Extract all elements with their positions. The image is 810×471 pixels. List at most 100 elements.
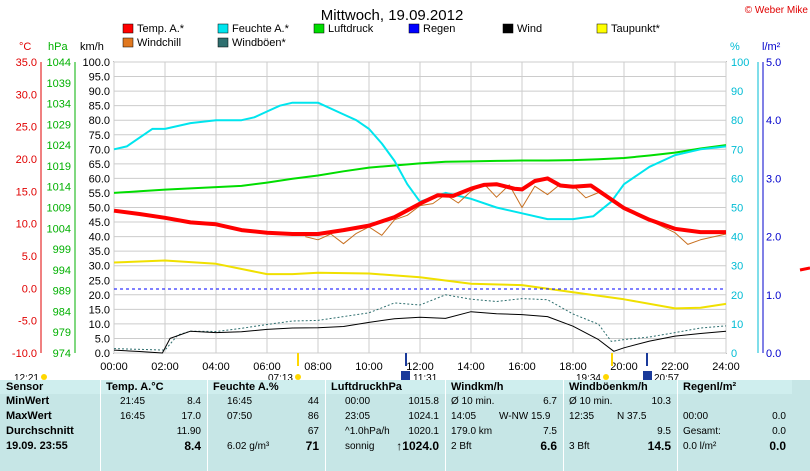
humidity-tick-label: 90 — [731, 86, 743, 98]
cell-value: 44 — [307, 396, 319, 407]
sun-icon — [295, 374, 301, 380]
legend-swatch — [122, 37, 134, 48]
marker-time: 12:21 — [14, 373, 39, 380]
x-tick-label: 20:00 — [610, 361, 638, 373]
table-cell-row: 19.09. 23:55 — [0, 439, 100, 454]
temp-tick-label: 5.0 — [22, 251, 37, 263]
marker-time: 07:13 — [268, 373, 293, 380]
chart-title: Mittwoch, 19.09.2012 — [321, 7, 464, 24]
cell-time: Ø 10 min. — [451, 396, 495, 407]
table-cell-row: 14:05 W-NW 15.9 — [445, 409, 563, 424]
cell-value: ↑1024.0 — [396, 439, 439, 453]
table-column: Windböenkm/h Ø 10 min. 10.3 12:35 N 37.5 9.5 3… — [563, 380, 677, 471]
legend-swatch — [122, 23, 134, 34]
wind-tick-label: 0.0 — [95, 348, 110, 360]
pressure-tick-label: 1004 — [47, 223, 71, 235]
table-header: Temp. A.°C — [100, 380, 207, 394]
marker-time: 20:57 — [654, 373, 679, 380]
temp-tick-label: 10.0 — [16, 219, 37, 231]
header-label: Sensor — [6, 381, 44, 393]
cell-value: 67 — [307, 426, 319, 437]
humidity-tick-label: 50 — [731, 203, 743, 215]
cell-mid: W-NW 15.9 — [499, 411, 551, 422]
series-feuchte-a — [113, 101, 727, 221]
table-cell-row: Gesamt: 0.0 — [677, 424, 792, 439]
pressure-tick-label: 1024 — [47, 140, 71, 152]
moon-icon — [401, 371, 410, 380]
table-cell-row: Durchschnitt — [0, 424, 100, 439]
series-wind — [113, 311, 727, 354]
legend-label: Windchill — [137, 37, 181, 49]
series-windb-en — [113, 294, 727, 351]
table-cell-row: 23:05 1024.1 — [325, 409, 445, 424]
table-cell-row: 6.02 g/m³ 71 — [207, 439, 325, 454]
cell-value: 17.0 — [181, 411, 201, 422]
table-cell-row: 12:35 N 37.5 — [563, 409, 677, 424]
legend-swatch — [217, 37, 229, 48]
rain-tick-label: 2.0 — [766, 232, 781, 244]
humidity-tick-label: 10 — [731, 319, 743, 331]
wind-tick-label: 85.0 — [89, 101, 110, 113]
wind-tick-label: 30.0 — [89, 261, 110, 273]
cell-mid: N 37.5 — [617, 411, 647, 422]
temp-tick-label: 25.0 — [16, 122, 37, 134]
pressure-tick-label: 1039 — [47, 78, 71, 90]
column-separator — [325, 380, 326, 471]
table-column: Windkm/h Ø 10 min. 6.7 14:05 W-NW 15.9 179.0 … — [445, 380, 563, 471]
table-header: Windkm/h — [445, 380, 563, 394]
table-cell-row: MaxWert — [0, 409, 100, 424]
cell-time: 16:45 — [227, 396, 253, 407]
temp-tick-label: 30.0 — [16, 89, 37, 101]
pressure-unit: hPa — [48, 41, 68, 53]
legend-label: Luftdruck — [328, 23, 374, 35]
row-label: MinWert — [6, 395, 50, 407]
table-column: Feuchte A.% 16:45 44 07:50 86 67 6.02 g/m³ 71 — [207, 380, 325, 471]
cell-value: 1015.8 — [408, 396, 439, 407]
cell-value: 6.7 — [543, 396, 557, 407]
humidity-tick-label: 40 — [731, 232, 743, 244]
temp-tick-label: -5.0 — [18, 316, 37, 328]
weather-chart: Mittwoch, 19.09.2012 © Weber Mike °C hPa… — [12, 5, 810, 380]
table-cell-row: 67 — [207, 424, 325, 439]
legend-swatch — [408, 23, 420, 34]
legend-swatch — [217, 23, 229, 34]
legend: Temp. A.* Feuchte A.* Luftdruck Regen Wind Ta… — [122, 23, 661, 49]
pressure-tick-label: 1044 — [47, 57, 71, 69]
pressure-tick-label: 989 — [53, 286, 71, 298]
cell-value: 8.4 — [184, 439, 201, 453]
x-tick-label: 12:00 — [406, 361, 434, 373]
table-cell-row: MinWert — [0, 394, 100, 409]
x-tick-label: 00:00 — [100, 361, 128, 373]
legend-label: Taupunkt* — [611, 23, 661, 35]
series-group — [113, 101, 810, 354]
wind-tick-label: 5.0 — [95, 333, 110, 345]
cell-time: 6.02 g/m³ — [227, 441, 270, 452]
wind-unit: km/h — [80, 41, 104, 53]
pressure-tick-label: 979 — [53, 327, 71, 339]
legend-label: Windböen* — [232, 37, 287, 49]
cell-value: 11.90 — [176, 426, 201, 437]
column-separator — [445, 380, 446, 471]
table-header: LuftdruckhPa — [325, 380, 445, 394]
row-label: 19.09. 23:55 — [6, 440, 68, 452]
temp-unit: °C — [19, 41, 31, 53]
cell-value: 8.4 — [187, 396, 201, 407]
header-label: Temp. A. — [106, 381, 152, 393]
cell-value: 86 — [307, 411, 319, 422]
x-tick-label: 18:00 — [559, 361, 587, 373]
cell-value: 14.5 — [647, 439, 671, 453]
wind-tick-label: 20.0 — [89, 290, 110, 302]
table-header: Windböenkm/h — [563, 380, 677, 394]
column-separator — [100, 380, 101, 471]
cell-time: 07:50 — [227, 411, 253, 422]
wind-tick-label: 15.0 — [89, 304, 110, 316]
cell-time: Gesamt: — [683, 426, 721, 437]
temp-tick-label: 0.0 — [22, 283, 37, 295]
x-tick-label: 02:00 — [151, 361, 179, 373]
table-cell-row: 16:45 17.0 — [100, 409, 207, 424]
humidity-tick-label: 20 — [731, 290, 743, 302]
header-unit: °C — [151, 381, 164, 393]
cell-value: 9.5 — [657, 426, 671, 437]
x-tick-label: 04:00 — [202, 361, 230, 373]
humidity-tick-label: 60 — [731, 173, 743, 185]
